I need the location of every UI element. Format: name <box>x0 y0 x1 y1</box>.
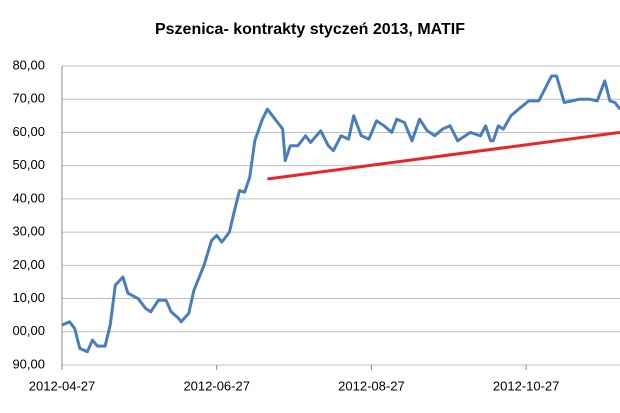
y-tick-label: 50,00 <box>12 157 45 172</box>
line-series <box>61 74 620 354</box>
y-tick-label: 30,00 <box>12 224 45 239</box>
x-tick-label: 2012-08-27 <box>338 378 405 393</box>
y-tick-label: 80,00 <box>12 57 45 72</box>
chart-title: Pszenica- kontrakty styczeń 2013, MATIF <box>155 21 465 38</box>
y-tick-label: 10,00 <box>12 290 45 305</box>
y-tick-label: 60,00 <box>12 124 45 139</box>
x-tick-label: 2012-10-27 <box>493 378 560 393</box>
y-tick-label: 20,00 <box>12 257 45 272</box>
y-tick-label: 90,00 <box>12 356 45 371</box>
y-tick-label: 40,00 <box>12 190 45 205</box>
x-tick-label: 2012-06-27 <box>183 378 250 393</box>
y-tick-label: 00,00 <box>12 323 45 338</box>
x-tick-label: 2012-04-27 <box>29 378 96 393</box>
y-tick-label: 70,00 <box>12 91 45 106</box>
line-series <box>267 130 620 181</box>
